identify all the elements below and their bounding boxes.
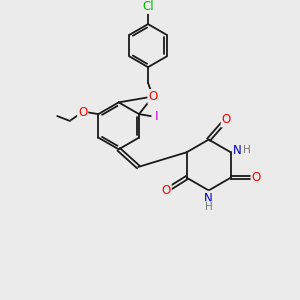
Text: H: H	[244, 145, 251, 155]
Text: O: O	[148, 90, 158, 103]
Text: H: H	[205, 202, 213, 212]
Text: O: O	[161, 184, 171, 197]
Text: O: O	[251, 171, 261, 184]
Text: N: N	[204, 192, 213, 205]
Text: I: I	[155, 110, 158, 123]
Text: Cl: Cl	[142, 0, 154, 13]
Text: N: N	[233, 144, 242, 157]
Text: O: O	[222, 113, 231, 127]
Text: O: O	[78, 106, 87, 119]
